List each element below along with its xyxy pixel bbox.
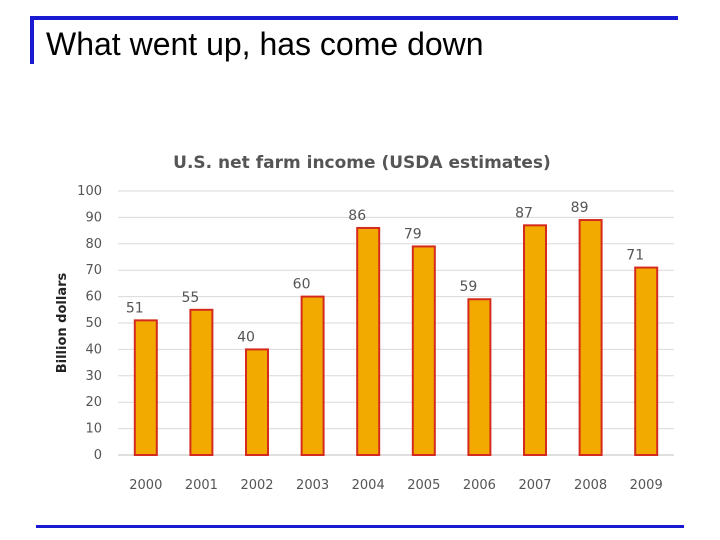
data-labels: 51 55 40 60 86 79 59 87 89 71 [126, 200, 644, 345]
y-tick-label: 60 [85, 290, 102, 305]
data-label-2001: 55 [181, 290, 199, 306]
y-axis-ticks: 0 10 20 30 40 50 60 70 80 90 100 [77, 184, 102, 463]
data-label-2008: 89 [571, 200, 589, 216]
bar-2006 [467, 298, 492, 456]
bar-2009 [634, 266, 659, 456]
y-tick-label: 70 [85, 263, 102, 278]
y-tick-label: 30 [85, 369, 102, 384]
x-tick-label-2003: 2003 [296, 478, 329, 493]
bar-2003 [300, 295, 325, 456]
y-tick-label: 10 [85, 422, 102, 437]
x-tick-label-2004: 2004 [352, 478, 385, 493]
x-axis-ticks: 2000 2001 2002 2003 2004 2005 2006 2007 2008 2009 [129, 478, 662, 493]
y-tick-label: 90 [85, 210, 102, 225]
data-label-2009: 71 [626, 248, 644, 264]
x-tick-label-2006: 2006 [463, 478, 496, 493]
y-tick-label: 40 [85, 342, 102, 357]
y-tick-label: 20 [85, 395, 102, 410]
data-label-2003: 60 [293, 277, 311, 293]
data-label-2004: 86 [348, 208, 366, 224]
x-tick-label-2001: 2001 [185, 478, 218, 493]
y-axis-label: Billion dollars [55, 272, 70, 373]
data-label-2005: 79 [404, 226, 422, 242]
data-label-2000: 51 [126, 300, 144, 316]
title-left-rule [30, 16, 34, 64]
x-tick-label-2008: 2008 [574, 478, 607, 493]
bars [133, 219, 659, 456]
bar-2005 [411, 245, 436, 456]
bottom-rule [36, 525, 684, 528]
data-label-2002: 40 [237, 329, 255, 345]
bar-2004 [356, 226, 381, 456]
chart-title: U.S. net farm income (USDA estimates) [173, 153, 551, 173]
data-label-2006: 59 [459, 279, 477, 295]
slide-title: What went up, has come down [46, 26, 484, 62]
x-tick-label-2000: 2000 [129, 478, 162, 493]
x-tick-label-2009: 2009 [630, 478, 663, 493]
x-tick-label-2007: 2007 [518, 478, 551, 493]
title-top-rule [30, 16, 678, 20]
y-tick-label: 100 [77, 184, 102, 199]
y-tick-label: 0 [94, 448, 102, 463]
x-tick-label-2002: 2002 [240, 478, 273, 493]
bar-2002 [245, 348, 269, 456]
bar-2007 [523, 224, 547, 456]
x-tick-label-2005: 2005 [407, 478, 440, 493]
bar-2001 [189, 308, 214, 456]
y-tick-label: 50 [85, 316, 102, 331]
bar-2008 [578, 219, 603, 456]
data-label-2007: 87 [515, 205, 533, 221]
bar-2000 [133, 319, 158, 456]
y-tick-label: 80 [85, 237, 102, 252]
